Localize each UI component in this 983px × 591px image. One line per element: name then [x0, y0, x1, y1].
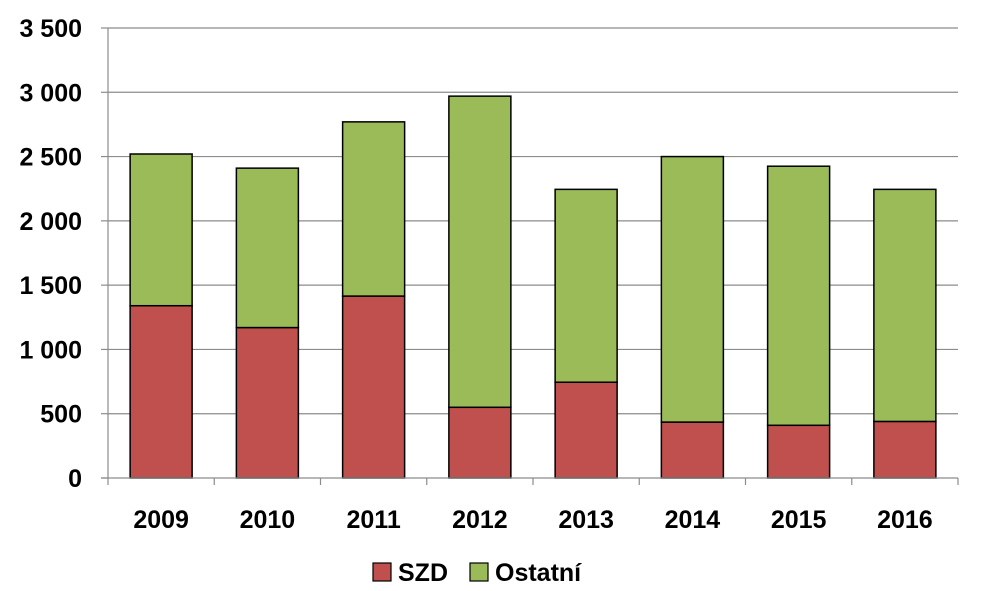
x-tick-label: 2010: [240, 506, 296, 534]
bar-ostatn-2012: [448, 95, 512, 409]
bar-szd-2010: [235, 326, 300, 479]
y-tick-label: 3 000: [19, 79, 82, 107]
x-tick-label: 2009: [133, 506, 189, 534]
bar-szd-2013: [554, 381, 618, 479]
bar-szd-2009: [129, 304, 193, 479]
legend-swatch-ostatn: [469, 562, 489, 582]
x-tick-label: 2012: [452, 506, 508, 534]
y-tick-label: 500: [40, 401, 82, 429]
y-tick-label: 2 000: [19, 208, 82, 236]
x-axis: 2009 2010 2011 2012 2013 2014 2015 2016: [101, 477, 959, 534]
y-tick-label: 3 500: [19, 15, 82, 43]
x-tick-label: 2016: [877, 506, 933, 534]
legend-label: SZD: [398, 559, 448, 587]
bar-szd-2014: [660, 421, 725, 479]
bar-szd-2011: [341, 295, 406, 479]
bar-ostatn-2011: [341, 121, 406, 297]
bar-ostatn-2013: [554, 188, 618, 383]
bar-szd-2016: [873, 420, 937, 479]
x-tick-label: 2011: [347, 506, 401, 534]
y-tick-label: 1 500: [19, 272, 82, 300]
bar-ostatn-2015: [766, 165, 831, 427]
x-tick-label: 2015: [771, 506, 827, 534]
bar-ostatn-2014: [660, 155, 725, 423]
y-tick-label: 1 000: [19, 336, 82, 364]
y-tick-label: 2 500: [19, 144, 82, 172]
bar-ostatn-2016: [873, 188, 937, 423]
y-tick-label: 0: [68, 465, 82, 493]
x-tick-label: 2014: [665, 506, 721, 534]
gridlines: [108, 27, 958, 415]
bar-ostatn-2009: [129, 153, 193, 307]
legend-label: Ostatní: [495, 559, 582, 587]
legend: SZD Ostatní: [372, 559, 582, 587]
bar-szd-2012: [448, 406, 512, 479]
y-axis: 0 500 1 000 1 500 2 000 2 500 3 000 3 500: [19, 15, 109, 493]
legend-swatch-szd: [372, 562, 392, 582]
bar-ostatn-2010: [235, 167, 300, 329]
x-tick-label: 2013: [558, 506, 614, 534]
bars: [129, 95, 937, 479]
bar-szd-2015: [766, 424, 831, 479]
